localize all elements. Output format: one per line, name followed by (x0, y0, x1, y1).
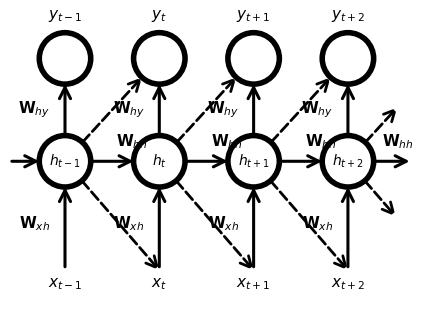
Text: $x_{t-1}$: $x_{t-1}$ (48, 276, 82, 292)
Text: $\mathbf{W}_{xh}$: $\mathbf{W}_{xh}$ (302, 214, 333, 233)
Circle shape (322, 33, 373, 84)
Text: $y_t$: $y_t$ (151, 8, 167, 24)
FancyArrowPatch shape (373, 156, 406, 167)
FancyArrowPatch shape (365, 110, 395, 142)
Circle shape (39, 33, 91, 84)
Text: $\mathbf{W}_{xh}$: $\mathbf{W}_{xh}$ (19, 214, 50, 233)
FancyArrowPatch shape (279, 156, 319, 167)
Text: $x_{t+1}$: $x_{t+1}$ (236, 276, 271, 292)
Text: $h_{t+1}$: $h_{t+1}$ (238, 153, 270, 170)
Circle shape (228, 136, 279, 187)
FancyArrowPatch shape (185, 156, 225, 167)
FancyArrowPatch shape (271, 181, 346, 268)
FancyArrowPatch shape (248, 88, 259, 136)
FancyArrowPatch shape (248, 190, 259, 267)
Text: $\mathbf{W}_{hy}$: $\mathbf{W}_{hy}$ (18, 100, 50, 120)
Circle shape (134, 33, 185, 84)
FancyArrowPatch shape (154, 88, 165, 136)
FancyArrowPatch shape (177, 80, 234, 142)
Text: $\mathbf{W}_{xh}$: $\mathbf{W}_{xh}$ (208, 214, 239, 233)
Text: $h_{t-1}$: $h_{t-1}$ (49, 153, 81, 170)
Circle shape (322, 136, 373, 187)
FancyArrowPatch shape (342, 88, 354, 136)
Text: $\mathbf{W}_{hh}$: $\mathbf{W}_{hh}$ (211, 132, 243, 151)
FancyArrowPatch shape (82, 181, 157, 268)
Text: $h_t$: $h_t$ (152, 153, 167, 170)
FancyArrowPatch shape (82, 80, 140, 142)
Circle shape (228, 33, 279, 84)
Text: $x_t$: $x_t$ (151, 276, 167, 292)
Text: $\mathbf{W}_{hh}$: $\mathbf{W}_{hh}$ (116, 132, 148, 151)
Text: $\mathbf{W}_{xh}$: $\mathbf{W}_{xh}$ (114, 214, 145, 233)
Text: $y_{t+1}$: $y_{t+1}$ (236, 8, 271, 24)
FancyArrowPatch shape (60, 88, 70, 136)
Text: $\mathbf{W}_{hy}$: $\mathbf{W}_{hy}$ (301, 100, 333, 120)
FancyArrowPatch shape (154, 190, 165, 267)
FancyArrowPatch shape (60, 190, 70, 267)
Circle shape (39, 136, 91, 187)
FancyArrowPatch shape (342, 190, 354, 267)
Text: $y_{t-1}$: $y_{t-1}$ (48, 8, 82, 24)
Text: $x_{t+2}$: $x_{t+2}$ (331, 276, 365, 292)
FancyArrowPatch shape (271, 80, 328, 142)
Text: $\mathbf{W}_{hy}$: $\mathbf{W}_{hy}$ (113, 100, 145, 120)
Text: $h_{t+2}$: $h_{t+2}$ (332, 153, 364, 170)
Text: $\mathbf{W}_{hy}$: $\mathbf{W}_{hy}$ (207, 100, 239, 120)
Text: $y_{t+2}$: $y_{t+2}$ (331, 8, 365, 24)
FancyArrowPatch shape (176, 181, 252, 268)
FancyArrowPatch shape (12, 156, 36, 167)
FancyArrowPatch shape (365, 181, 394, 214)
Text: $\mathbf{W}_{hh}$: $\mathbf{W}_{hh}$ (305, 132, 337, 151)
Circle shape (134, 136, 185, 187)
FancyArrowPatch shape (91, 156, 130, 167)
Text: $\mathbf{W}_{hh}$: $\mathbf{W}_{hh}$ (382, 132, 414, 151)
